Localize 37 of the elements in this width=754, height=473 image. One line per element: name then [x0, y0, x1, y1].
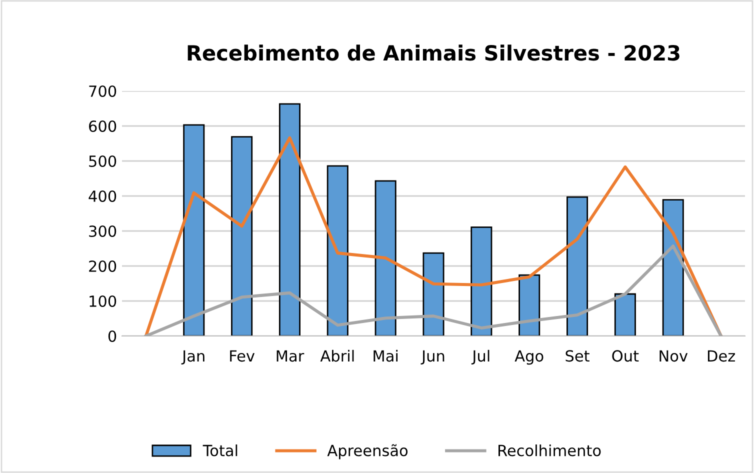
- x-tick-label: Set: [566, 350, 590, 362]
- x-tick-label: Mar: [276, 350, 304, 362]
- x-tick-label: Jan: [181, 350, 204, 365]
- x-tick-label: Mai: [374, 350, 398, 362]
- chart-title: Recebimento de Animais Silvestres - 2023: [188, 44, 680, 61]
- y-tick-label: 500: [89, 155, 116, 168]
- y-tick-label: 600: [89, 120, 116, 132]
- line-series: [144, 244, 723, 336]
- legend-label: Apreensão: [327, 444, 408, 460]
- bar: [326, 165, 348, 336]
- y-tick-label: 0: [108, 330, 116, 342]
- bar: [183, 124, 205, 336]
- y-tick-label: 400: [88, 190, 116, 202]
- bar: [662, 199, 684, 336]
- legend-label: Recolhimento: [498, 444, 601, 456]
- line-series: [144, 136, 723, 336]
- bar: [374, 180, 396, 336]
- x-tick-label: Ago: [514, 350, 544, 365]
- y-tick-label: 100: [90, 295, 116, 308]
- bar: [470, 226, 492, 336]
- legend-label: Total: [202, 444, 238, 456]
- x-tick-label: Dez: [708, 350, 735, 362]
- x-tick-label: Out: [612, 350, 639, 362]
- x-tick-label: Abril: [320, 350, 354, 362]
- y-tick-label: 300: [89, 225, 116, 238]
- y-tick-label: 200: [89, 260, 116, 272]
- bar: [278, 103, 300, 336]
- bar: [614, 293, 636, 336]
- x-tick-label: Nov: [660, 350, 688, 362]
- bar: [422, 252, 444, 336]
- x-tick-label: Jul: [471, 350, 490, 365]
- y-tick-label: 700: [89, 85, 116, 98]
- bar: [518, 274, 540, 336]
- x-tick-label: Fev: [230, 350, 255, 362]
- bar: [231, 136, 253, 336]
- bar: [566, 196, 588, 336]
- x-tick-label: Jun: [420, 350, 444, 365]
